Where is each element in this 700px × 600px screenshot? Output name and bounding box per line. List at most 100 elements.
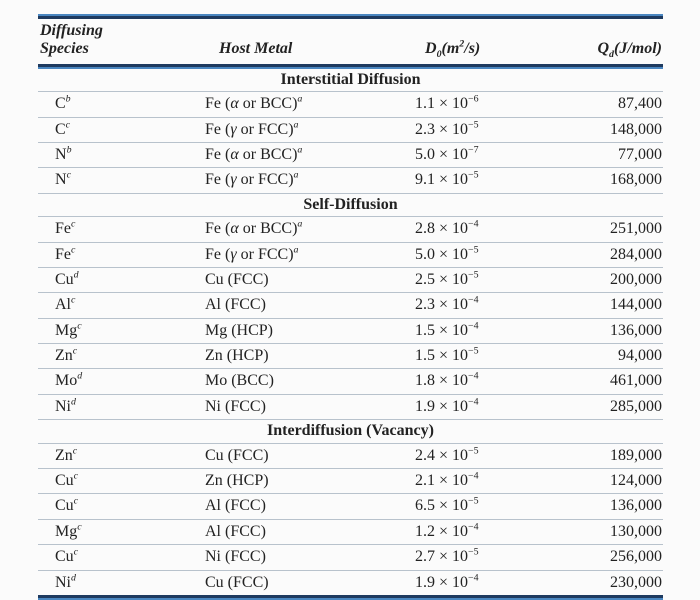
cell-species: Znc (38, 443, 205, 470)
section-title-row: Interstitial Diffusion (38, 67, 663, 93)
cell-d0: 1.5 × 10−5 (415, 343, 535, 370)
cell-species: Cuc (38, 544, 205, 571)
cell-d0: 1.9 × 10−4 (415, 572, 479, 591)
cell-qd: 189,000 (535, 443, 663, 470)
cell-qd: 461,000 (535, 368, 663, 395)
table-row: Cuc Zn (HCP) 2.1 × 10−4 124,000 (38, 468, 663, 495)
cell-d0: 1.2 × 10−4 (415, 519, 535, 546)
section-title: Interstitial Diffusion (38, 67, 663, 93)
table-row: Nid Ni (FCC) 1.9 × 10−4 285,000 (38, 394, 663, 421)
table-row: Nb Fe (α or BCC)a 5.0 × 10−7 77,000 (38, 142, 663, 169)
cell-qd: 200,000 (535, 267, 663, 294)
section-title: Interdiffusion (Vacancy) (38, 419, 663, 444)
cell-species: Nc (38, 167, 205, 194)
cell-species: Mod (38, 368, 205, 395)
cell-qd: 256,000 (535, 544, 663, 571)
cell-species: Mgc (38, 318, 205, 345)
table-header: Diffusing Species Host Metal D0(m2/s) Qd… (38, 19, 663, 69)
table-row: Fec Fe (α or BCC)a 2.8 × 10−4 251,000 (38, 216, 663, 243)
section-title: Self-Diffusion (38, 193, 663, 218)
table-row: Nc Fe (γ or FCC)a 9.1 × 10−5 168,000 (38, 167, 663, 194)
section-title-row: Self-Diffusion (38, 193, 663, 218)
col-header-host-metal: Host Metal (219, 40, 293, 58)
table-top-rule (38, 14, 663, 19)
cell-species: Alc (38, 292, 205, 319)
cell-species: Znc (38, 343, 205, 370)
cell-qd: 136,000 (535, 493, 663, 520)
table-row: Znc Cu (FCC) 2.4 × 10−5 189,000 (38, 443, 663, 470)
cell-d0: 2.3 × 10−5 (415, 117, 535, 143)
table-row: Mod Mo (BCC) 1.8 × 10−4 461,000 (38, 368, 663, 395)
cell-d0: 1.9 × 10−4 (415, 394, 535, 421)
cell-d0: 6.5 × 10−5 (415, 493, 535, 520)
cell-species: Nid (55, 572, 76, 591)
cell-host-metal: Ni (FCC) (205, 544, 415, 571)
cell-host-metal: Fe (α or BCC)a (205, 216, 415, 243)
cell-species: Nid (38, 394, 205, 421)
cell-qd: 285,000 (535, 394, 663, 421)
table-row: Fec Fe (γ or FCC)a 5.0 × 10−5 284,000 (38, 242, 663, 268)
cell-qd: 130,000 (535, 519, 663, 546)
table-row: Alc Al (FCC) 2.3 × 10−4 144,000 (38, 292, 663, 319)
cell-host-metal: Zn (HCP) (205, 343, 415, 370)
cell-host-metal: Ni (FCC) (205, 394, 415, 421)
cell-host-metal: Fe (α or BCC)a (205, 142, 415, 169)
header-bottom-rule (38, 64, 663, 69)
cell-qd: 94,000 (535, 343, 663, 370)
table-bottom-rule (38, 594, 663, 600)
table-row: Cuc Al (FCC) 6.5 × 10−5 136,000 (38, 493, 663, 520)
cell-host-metal: Cu (FCC) (205, 573, 269, 591)
cell-host-metal: Fe (γ or FCC)a (205, 167, 415, 194)
table-row: Cud Cu (FCC) 2.5 × 10−5 200,000 (38, 267, 663, 294)
cell-qd: 136,000 (535, 318, 663, 345)
cell-qd: 124,000 (535, 468, 663, 495)
cell-qd: 144,000 (535, 292, 663, 319)
cell-d0: 1.5 × 10−4 (415, 318, 535, 345)
cell-qd: 87,400 (535, 91, 663, 118)
cell-qd: 77,000 (535, 142, 663, 169)
cell-species: Fec (38, 242, 205, 268)
cell-d0: 1.8 × 10−4 (415, 368, 535, 395)
cell-host-metal: Fe (α or BCC)a (205, 91, 415, 118)
cell-d0: 2.4 × 10−5 (415, 443, 535, 470)
diffusion-data-table: Diffusing Species Host Metal D0(m2/s) Qd… (38, 14, 663, 600)
cell-host-metal: Fe (γ or FCC)a (205, 242, 415, 268)
cell-species: Cc (38, 117, 205, 143)
cell-d0: 2.1 × 10−4 (415, 468, 535, 495)
cell-host-metal: Zn (HCP) (205, 468, 415, 495)
cell-host-metal: Fe (γ or FCC)a (205, 117, 415, 143)
table-row: Cuc Ni (FCC) 2.7 × 10−5 256,000 (38, 544, 663, 571)
cell-d0: 2.7 × 10−5 (415, 544, 535, 571)
cell-species: Cuc (38, 468, 205, 495)
cell-qd: 230,000 (610, 573, 662, 591)
cell-species: Cuc (38, 493, 205, 520)
col-header-qd: Qd(J/mol) (597, 40, 662, 61)
cell-host-metal: Al (FCC) (205, 493, 415, 520)
cell-host-metal: Al (FCC) (205, 519, 415, 546)
col-header-d0: D0(m2/s) (425, 39, 481, 61)
cell-species: Cud (38, 267, 205, 294)
table-row: Nid Cu (FCC) 1.9 × 10−4 230,000 (38, 570, 663, 595)
table-row: Cc Fe (γ or FCC)a 2.3 × 10−5 148,000 (38, 117, 663, 143)
table-row: Cb Fe (α or BCC)a 1.1 × 10−6 87,400 (38, 91, 663, 118)
cell-qd: 168,000 (535, 167, 663, 194)
cell-qd: 148,000 (535, 117, 663, 143)
table-row: Znc Zn (HCP) 1.5 × 10−5 94,000 (38, 343, 663, 370)
cell-species: Cb (38, 91, 205, 118)
diffusion-table: Diffusing Species Host Metal D0(m2/s) Qd… (38, 19, 663, 595)
cell-d0: 5.0 × 10−7 (415, 142, 535, 169)
cell-qd: 251,000 (535, 216, 663, 243)
cell-qd: 284,000 (535, 242, 663, 268)
table-header-row: Diffusing Species Host Metal D0(m2/s) Qd… (38, 19, 663, 65)
cell-d0: 9.1 × 10−5 (415, 167, 535, 194)
cell-species: Fec (38, 216, 205, 243)
cell-species: Mgc (38, 519, 205, 546)
cell-d0: 1.1 × 10−6 (415, 91, 535, 118)
cell-host-metal: Cu (FCC) (205, 267, 415, 294)
table-row: Mgc Mg (HCP) 1.5 × 10−4 136,000 (38, 318, 663, 345)
table-body: Interstitial Diffusion Cb Fe (α or BCC)a 1.… (38, 67, 663, 595)
section-title-row: Interdiffusion (Vacancy) (38, 419, 663, 444)
cell-species: Nb (38, 142, 205, 169)
cell-host-metal: Mo (BCC) (205, 368, 415, 395)
